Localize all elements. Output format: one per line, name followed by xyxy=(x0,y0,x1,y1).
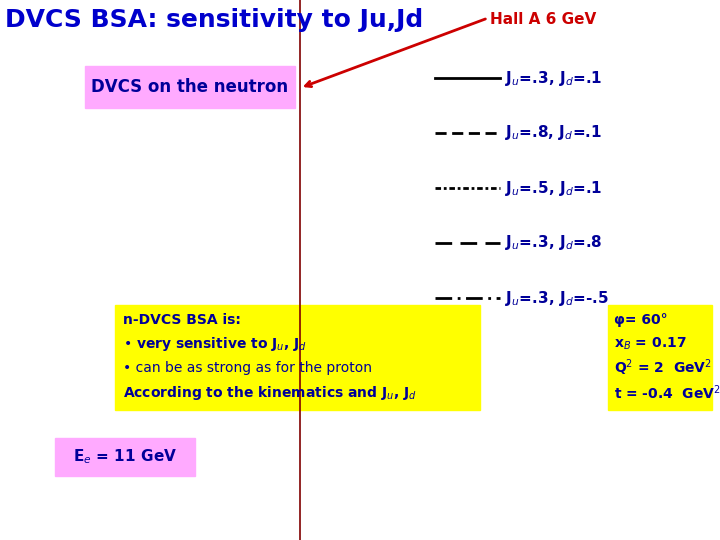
Text: DVCS on the neutron: DVCS on the neutron xyxy=(91,78,289,96)
Text: Q$^{2}$ = 2  GeV$^{2}$: Q$^{2}$ = 2 GeV$^{2}$ xyxy=(614,357,712,379)
Text: φ= 60°: φ= 60° xyxy=(614,313,667,327)
Text: According to the kinematics and J$_u$, J$_d$: According to the kinematics and J$_u$, J… xyxy=(123,384,417,402)
Text: J$_{u}$=.3, J$_{d}$=.1: J$_{u}$=.3, J$_{d}$=.1 xyxy=(505,69,603,87)
Text: DVCS BSA: sensitivity to Ju,Jd: DVCS BSA: sensitivity to Ju,Jd xyxy=(5,8,423,32)
Text: J$_{u}$=.3, J$_{d}$=.8: J$_{u}$=.3, J$_{d}$=.8 xyxy=(505,233,602,253)
Text: • very sensitive to J$_u$, J$_d$: • very sensitive to J$_u$, J$_d$ xyxy=(123,335,307,353)
Text: • can be as strong as for the proton: • can be as strong as for the proton xyxy=(123,361,372,375)
Text: x$_{B}$ = 0.17: x$_{B}$ = 0.17 xyxy=(614,336,686,352)
Text: Hall A 6 GeV: Hall A 6 GeV xyxy=(490,12,596,27)
Text: n-DVCS BSA is:: n-DVCS BSA is: xyxy=(123,313,241,327)
FancyBboxPatch shape xyxy=(85,66,295,108)
Text: J$_{u}$=.5, J$_{d}$=.1: J$_{u}$=.5, J$_{d}$=.1 xyxy=(505,179,603,198)
Text: J$_{u}$=.3, J$_{d}$=-.5: J$_{u}$=.3, J$_{d}$=-.5 xyxy=(505,288,608,307)
FancyBboxPatch shape xyxy=(608,305,712,410)
Text: J$_{u}$=.8, J$_{d}$=.1: J$_{u}$=.8, J$_{d}$=.1 xyxy=(505,124,602,143)
Text: E$_e$ = 11 GeV: E$_e$ = 11 GeV xyxy=(73,448,177,467)
FancyBboxPatch shape xyxy=(115,305,480,410)
FancyBboxPatch shape xyxy=(55,438,195,476)
Text: t = -0.4  GeV$^{2}$: t = -0.4 GeV$^{2}$ xyxy=(614,384,720,402)
